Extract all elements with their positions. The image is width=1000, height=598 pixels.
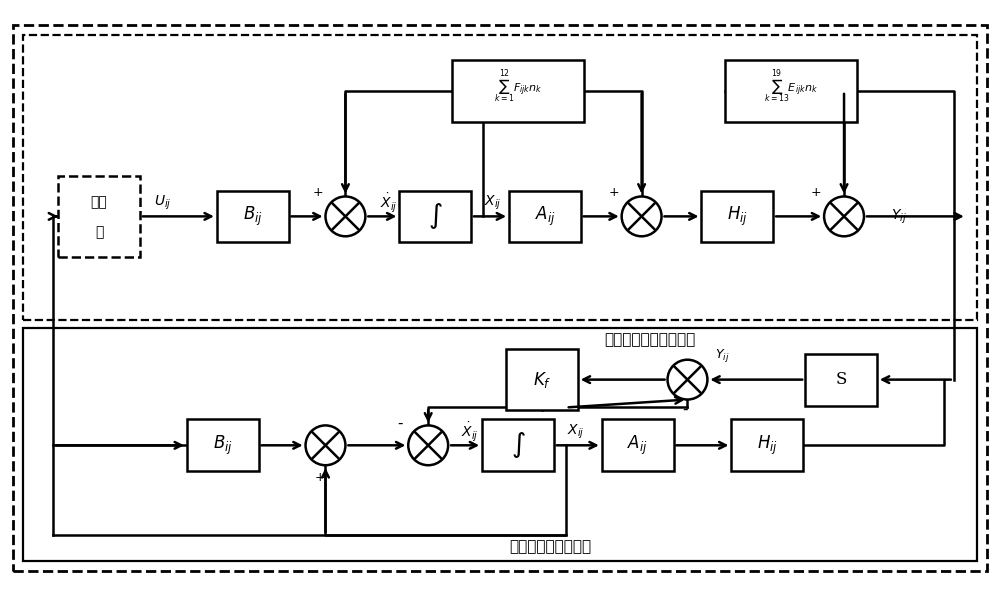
Text: $A_{ij}$: $A_{ij}$ — [627, 434, 648, 457]
Text: $H_{ij}$: $H_{ij}$ — [757, 434, 778, 457]
Bar — [23, 35, 977, 320]
Text: $\int$: $\int$ — [511, 431, 525, 460]
Text: +: + — [312, 186, 323, 199]
Text: $Y_{ij}$: $Y_{ij}$ — [891, 208, 907, 225]
Circle shape — [824, 197, 864, 236]
Bar — [509, 191, 581, 242]
Text: $K_f$: $K_f$ — [533, 370, 551, 390]
Text: $\sum_{k=1}^{12}F_{ijk}n_k$: $\sum_{k=1}^{12}F_{ijk}n_k$ — [494, 68, 542, 106]
Circle shape — [325, 197, 365, 236]
Circle shape — [668, 360, 707, 399]
Text: 器: 器 — [95, 225, 103, 239]
Circle shape — [622, 197, 662, 236]
Text: S: S — [835, 371, 847, 388]
Bar — [23, 328, 977, 561]
Text: $B_{ij}$: $B_{ij}$ — [213, 434, 233, 457]
Text: $\dot{X}_{ij}$: $\dot{X}_{ij}$ — [461, 420, 479, 443]
Text: $U_{ij}$: $U_{ij}$ — [154, 193, 172, 212]
Text: $\dot{X}_{ij}$: $\dot{X}_{ij}$ — [380, 191, 398, 214]
Text: $\sum_{k=13}^{19}E_{ijk}n_k$: $\sum_{k=13}^{19}E_{ijk}n_k$ — [764, 68, 818, 106]
Text: -: - — [683, 402, 688, 417]
Text: $A_{ij}$: $A_{ij}$ — [535, 205, 555, 228]
Text: +: + — [608, 186, 619, 199]
Bar — [731, 419, 803, 471]
Text: 编队队形控制随机系统: 编队队形控制随机系统 — [604, 332, 695, 347]
Text: +: + — [811, 186, 821, 199]
Bar — [701, 191, 773, 242]
Text: 控制: 控制 — [91, 196, 107, 209]
Text: +: + — [314, 471, 325, 484]
Circle shape — [408, 425, 448, 465]
Bar — [452, 60, 584, 122]
Text: $H_{ij}$: $H_{ij}$ — [727, 205, 748, 228]
Bar — [399, 191, 471, 242]
Bar — [506, 349, 578, 410]
Circle shape — [306, 425, 345, 465]
Text: $X_{ij}$: $X_{ij}$ — [484, 193, 502, 212]
Text: $Y_{ij}$: $Y_{ij}$ — [715, 347, 730, 364]
Bar — [58, 176, 140, 257]
Text: $\int$: $\int$ — [428, 202, 443, 231]
Bar — [187, 419, 259, 471]
Text: $X_{ij}$: $X_{ij}$ — [567, 422, 585, 441]
Bar — [482, 419, 554, 471]
Text: -: - — [398, 416, 403, 431]
Text: 固定增益状态估计器: 固定增益状态估计器 — [509, 539, 591, 554]
Bar — [217, 191, 289, 242]
Bar — [602, 419, 674, 471]
Text: $B_{ij}$: $B_{ij}$ — [243, 205, 263, 228]
Bar — [725, 60, 857, 122]
Bar — [805, 354, 877, 405]
